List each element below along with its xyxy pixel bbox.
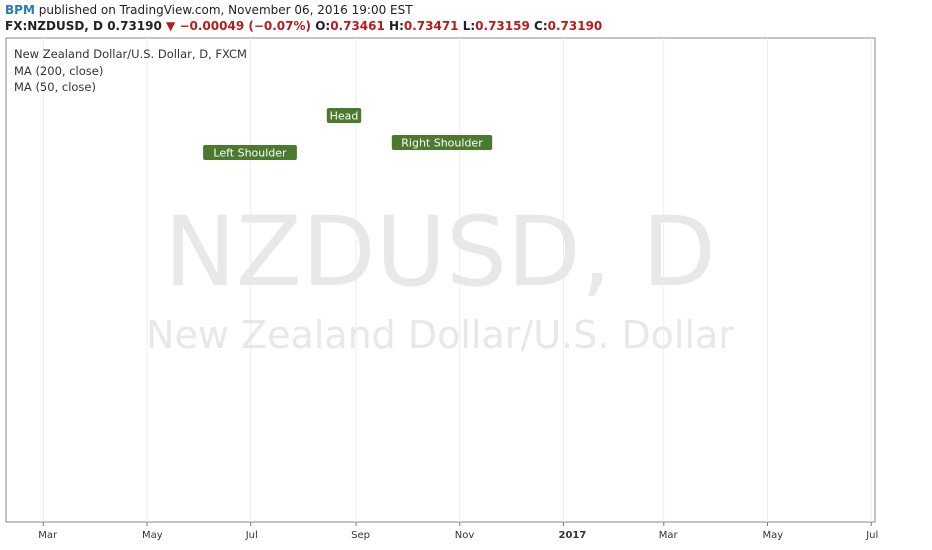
chart-header: BPM published on TradingView.com, Novemb… — [5, 2, 602, 34]
time-tick-label: Nov — [455, 530, 475, 541]
high-value: 0.73471 — [403, 19, 459, 33]
legend-ma200[interactable]: MA (200, close) — [14, 64, 103, 78]
publish-line: BPM published on TradingView.com, Novemb… — [5, 2, 602, 18]
time-tick-label: May — [142, 530, 163, 541]
time-tick-label: Mar — [659, 530, 679, 541]
time-tick-label: Mar — [38, 530, 58, 541]
open-label: O: — [315, 19, 331, 33]
close-value: 0.73190 — [547, 19, 603, 33]
low-value: 0.73159 — [475, 19, 530, 33]
low-label: L: — [462, 19, 476, 33]
time-tick-label: Jul — [865, 530, 878, 541]
close-label: C: — [534, 19, 548, 33]
head-label: Head — [326, 108, 362, 123]
watermark-symbol: NZDUSD, D — [164, 196, 716, 308]
publisher-name[interactable]: BPM — [5, 3, 35, 17]
watermark-name: New Zealand Dollar/U.S. Dollar — [146, 313, 734, 357]
right-shoulder-label-bg — [391, 135, 493, 150]
right-shoulder-label-text: Right Shoulder — [401, 137, 483, 150]
left-shoulder-label-text: Left Shoulder — [213, 147, 287, 160]
time-tick-label: Sep — [351, 530, 370, 541]
time-tick-label: May — [763, 530, 784, 541]
right-shoulder-label: Right Shoulder — [391, 135, 493, 150]
left-shoulder-label-bg — [203, 145, 297, 160]
down-arrow-icon: ▼ — [166, 19, 176, 33]
time-tick-label: 2017 — [559, 530, 587, 541]
pattern-labels: Left Shoulder Head Right Shoulder — [203, 108, 493, 160]
legend-title: New Zealand Dollar/U.S. Dollar, D, FXCM — [14, 47, 247, 61]
plot-area[interactable] — [5, 37, 876, 523]
last-price: 0.73190 — [107, 19, 162, 33]
head-label-bg — [326, 108, 362, 123]
high-label: H: — [389, 19, 404, 33]
open-value: 0.73461 — [330, 19, 385, 33]
legend-ma50[interactable]: MA (50, close) — [14, 80, 96, 94]
price-change: −0.00049 (−0.07%) — [179, 19, 311, 33]
head-label-text: Head — [330, 110, 359, 123]
time-tick-label: Jul — [245, 530, 258, 541]
quote-line: FX:NZDUSD, D 0.73190 ▼ −0.00049 (−0.07%)… — [5, 18, 602, 34]
left-shoulder-label: Left Shoulder — [203, 145, 297, 160]
time-axis[interactable]: Mar May Jul Sep Nov 2017 Mar May Jul — [38, 522, 878, 541]
published-text: published on TradingView.com, November 0… — [38, 3, 413, 17]
symbol: FX:NZDUSD, D — [5, 19, 103, 33]
